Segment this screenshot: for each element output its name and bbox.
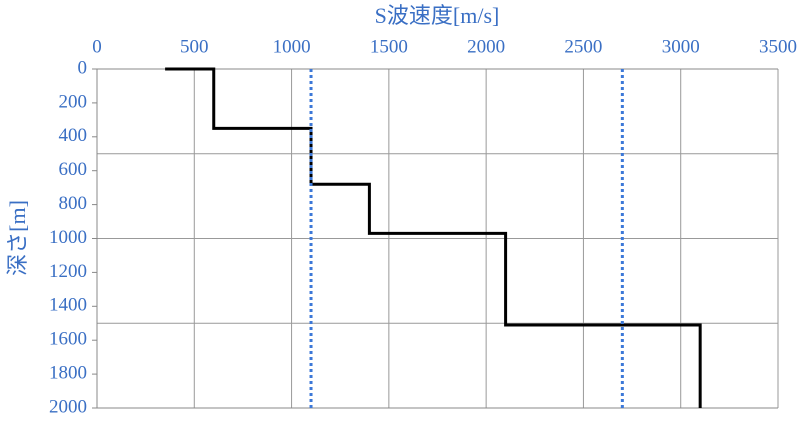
x-tick-label: 2500 <box>564 36 602 57</box>
y-tick-label: 800 <box>59 193 88 214</box>
y-tick-label: 1200 <box>49 261 87 282</box>
y-tick-label: 200 <box>59 91 88 112</box>
y-tick-label: 1400 <box>49 295 87 316</box>
y-tick-label: 0 <box>78 57 88 78</box>
x-tick-label: 1000 <box>273 36 311 57</box>
x-tick-label: 3000 <box>662 36 700 57</box>
x-tick-label: 500 <box>180 36 209 57</box>
x-tick-label: 0 <box>92 36 102 57</box>
y-tick-label: 2000 <box>49 396 87 417</box>
x-tick-label: 1500 <box>370 36 408 57</box>
y-axis-title: 深さ[m] <box>5 200 30 276</box>
profile-line <box>165 67 702 408</box>
y-tick-label: 400 <box>59 125 88 146</box>
x-axis-title: S波速度[m/s] <box>375 3 500 28</box>
y-tick-label: 1000 <box>49 227 87 248</box>
x-tick-label: 2000 <box>467 36 505 57</box>
y-tick-label: 1600 <box>49 329 87 350</box>
x-tick-label: 3500 <box>759 36 797 57</box>
y-tick-label: 1800 <box>49 362 87 383</box>
y-tick-label: 600 <box>59 159 88 180</box>
